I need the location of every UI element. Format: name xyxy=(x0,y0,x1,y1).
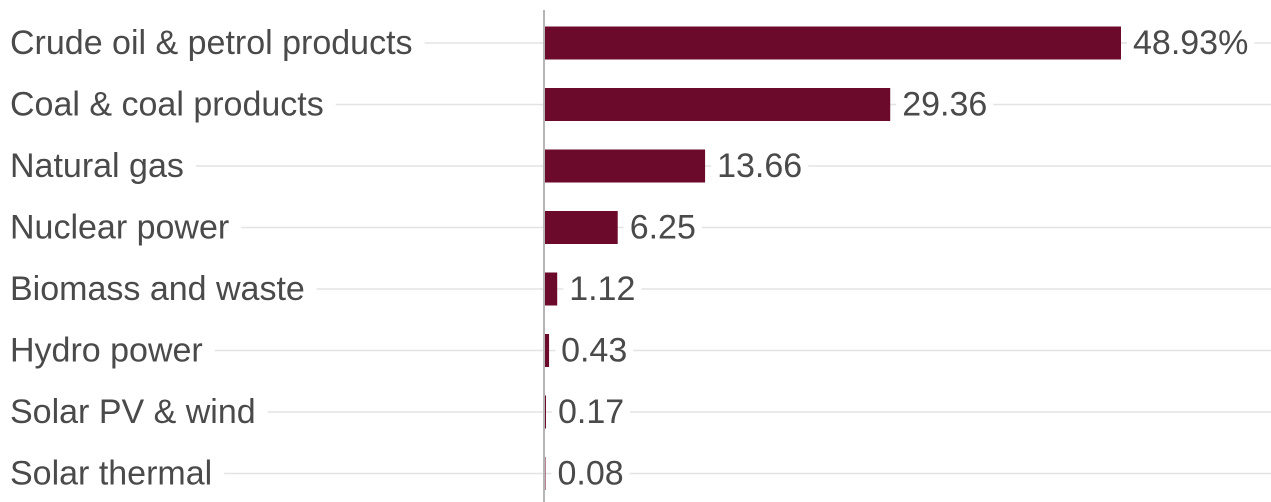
category-label: Coal & coal products xyxy=(10,86,324,124)
value-label: 29.36 xyxy=(902,86,987,124)
value-label: 13.66 xyxy=(717,147,802,185)
value-labels: 48.93% 29.36 13.66 6.25 1.12 0.43 0.17 0.08 xyxy=(551,24,1255,493)
value-label-background xyxy=(623,209,702,246)
value-label-background xyxy=(555,332,634,369)
bar xyxy=(544,272,558,306)
value-label: 0.43 xyxy=(561,332,627,370)
value-label-background xyxy=(1127,25,1255,61)
bar xyxy=(544,211,618,244)
bar xyxy=(544,149,706,183)
bar xyxy=(544,334,550,367)
value-label-background xyxy=(711,148,809,184)
bar xyxy=(544,395,547,429)
value-label-background xyxy=(563,271,642,307)
category-label: Hydro power xyxy=(10,332,203,370)
bar xyxy=(544,88,891,121)
category-label: Solar PV & wind xyxy=(10,393,256,431)
category-label: Nuclear power xyxy=(10,209,229,247)
category-labels: Crude oil & petrol products Coal & coal p… xyxy=(10,24,413,493)
category-label: Natural gas xyxy=(10,147,184,185)
value-label-background xyxy=(552,394,631,430)
value-label: 0.08 xyxy=(558,455,624,493)
value-label-background xyxy=(896,86,994,123)
value-label: 48.93% xyxy=(1133,24,1248,62)
value-label: 0.17 xyxy=(558,393,624,431)
category-label: Solar thermal xyxy=(10,455,212,493)
value-label-background xyxy=(551,455,630,492)
category-label: Crude oil & petrol products xyxy=(10,24,413,62)
category-label: Biomass and waste xyxy=(10,270,305,308)
bars xyxy=(544,26,1121,490)
bar xyxy=(544,26,1121,60)
value-label: 6.25 xyxy=(630,209,696,247)
value-label: 1.12 xyxy=(569,270,635,308)
